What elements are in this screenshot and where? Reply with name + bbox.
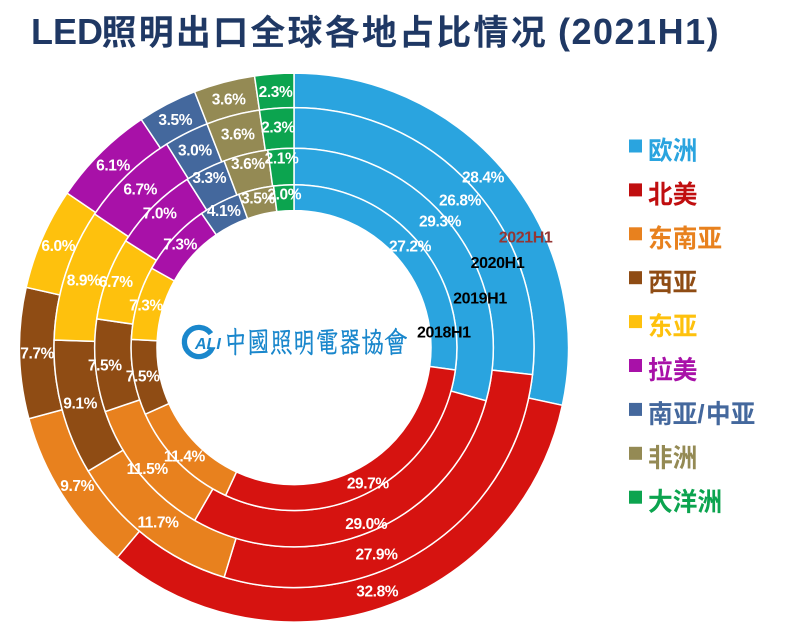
svg-text:2018H1: 2018H1 bbox=[417, 325, 471, 342]
svg-text:27.2%: 27.2% bbox=[389, 239, 432, 256]
svg-text:3.6%: 3.6% bbox=[212, 92, 246, 109]
svg-text:2.1%: 2.1% bbox=[265, 151, 299, 168]
svg-text:LED: LED bbox=[31, 11, 103, 52]
svg-text:26.8%: 26.8% bbox=[439, 193, 482, 210]
svg-text:7.3%: 7.3% bbox=[163, 237, 197, 254]
svg-text:6.7%: 6.7% bbox=[123, 181, 157, 198]
svg-text:7.7%: 7.7% bbox=[20, 345, 54, 362]
svg-text:2.3%: 2.3% bbox=[261, 120, 295, 137]
svg-text:3.6%: 3.6% bbox=[221, 126, 255, 143]
svg-text:7.5%: 7.5% bbox=[88, 357, 122, 374]
svg-text:32.8%: 32.8% bbox=[356, 583, 399, 600]
svg-text:6.0%: 6.0% bbox=[41, 238, 75, 255]
svg-text:9.7%: 9.7% bbox=[60, 478, 94, 495]
svg-text:27.9%: 27.9% bbox=[356, 547, 399, 564]
svg-text:2020H1: 2020H1 bbox=[471, 255, 525, 272]
svg-text:29.7%: 29.7% bbox=[347, 475, 390, 492]
svg-text:(2021H1): (2021H1) bbox=[558, 11, 720, 52]
svg-text:7.0%: 7.0% bbox=[143, 206, 177, 223]
svg-text:28.4%: 28.4% bbox=[462, 170, 505, 187]
svg-text:11.4%: 11.4% bbox=[164, 448, 206, 465]
svg-text:3.6%: 3.6% bbox=[231, 156, 265, 173]
svg-text:29.0%: 29.0% bbox=[345, 516, 388, 533]
svg-text:6.1%: 6.1% bbox=[96, 158, 130, 175]
svg-text:3.5%: 3.5% bbox=[158, 112, 192, 129]
svg-text:8.9%: 8.9% bbox=[67, 273, 101, 290]
svg-text:4.1%: 4.1% bbox=[207, 203, 241, 220]
svg-text:ALI: ALI bbox=[194, 336, 221, 353]
svg-text:3.5%: 3.5% bbox=[241, 190, 275, 207]
svg-text:2019H1: 2019H1 bbox=[453, 291, 507, 308]
svg-text:11.5%: 11.5% bbox=[127, 461, 169, 478]
svg-text:6.7%: 6.7% bbox=[99, 274, 133, 291]
svg-text:7.5%: 7.5% bbox=[126, 369, 160, 386]
svg-text:29.3%: 29.3% bbox=[419, 214, 462, 231]
svg-text:2021H1: 2021H1 bbox=[499, 230, 553, 247]
svg-text:3.0%: 3.0% bbox=[178, 143, 212, 160]
svg-text:7.3%: 7.3% bbox=[129, 298, 163, 315]
svg-text:9.1%: 9.1% bbox=[63, 396, 97, 413]
svg-text:2.0%: 2.0% bbox=[267, 186, 301, 203]
svg-text:2.3%: 2.3% bbox=[259, 84, 293, 101]
svg-text:11.7%: 11.7% bbox=[137, 514, 179, 531]
svg-text:/: / bbox=[697, 399, 704, 429]
svg-text:3.3%: 3.3% bbox=[192, 170, 226, 187]
